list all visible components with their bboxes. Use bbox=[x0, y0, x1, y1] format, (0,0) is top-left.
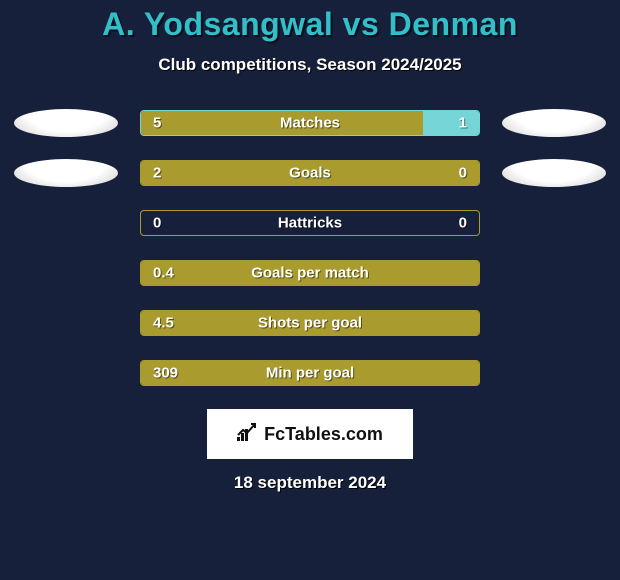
avatar-slot-left bbox=[10, 159, 122, 187]
subtitle: Club competitions, Season 2024/2025 bbox=[0, 55, 620, 75]
avatar-slot-left bbox=[10, 109, 122, 137]
stat-row: 2 0 Goals bbox=[0, 159, 620, 187]
comparison-infographic: A. Yodsangwal vs Denman Club competition… bbox=[0, 0, 620, 493]
brand-icon bbox=[237, 423, 259, 446]
stat-row: 5 1 Matches bbox=[0, 109, 620, 137]
stat-bar: 5 1 Matches bbox=[140, 110, 480, 136]
stat-bar: 0.4 Goals per match bbox=[140, 260, 480, 286]
stat-value-left: 4.5 bbox=[153, 315, 174, 332]
stat-label: Matches bbox=[280, 115, 340, 132]
player-avatar-left bbox=[14, 159, 118, 187]
stat-value-right: 0 bbox=[459, 165, 467, 182]
stat-value-left: 0.4 bbox=[153, 265, 174, 282]
stat-value-left: 309 bbox=[153, 365, 178, 382]
stat-value-left: 2 bbox=[153, 165, 161, 182]
player-avatar-right bbox=[502, 159, 606, 187]
stat-bar: 309 Min per goal bbox=[140, 360, 480, 386]
date-label: 18 september 2024 bbox=[0, 473, 620, 493]
stat-label: Hattricks bbox=[278, 215, 342, 232]
stat-rows: 5 1 Matches 2 0 Goals 0 0 Hattricks 0.4 Goals per … bbox=[0, 109, 620, 387]
stat-row: 0 0 Hattricks bbox=[0, 209, 620, 237]
stat-row: 0.4 Goals per match bbox=[0, 259, 620, 287]
stat-bar: 4.5 Shots per goal bbox=[140, 310, 480, 336]
avatar-slot-right bbox=[498, 159, 610, 187]
stat-label: Goals bbox=[289, 165, 331, 182]
brand-badge: FcTables.com bbox=[207, 409, 413, 459]
stat-value-right: 0 bbox=[459, 215, 467, 232]
stat-value-left: 0 bbox=[153, 215, 161, 232]
player-avatar-left bbox=[14, 109, 118, 137]
stat-label: Shots per goal bbox=[258, 315, 362, 332]
stat-bar: 0 0 Hattricks bbox=[140, 210, 480, 236]
stat-row: 309 Min per goal bbox=[0, 359, 620, 387]
stat-label: Goals per match bbox=[251, 265, 369, 282]
brand-text: FcTables.com bbox=[264, 424, 383, 445]
stat-value-right: 1 bbox=[459, 115, 467, 132]
page-title: A. Yodsangwal vs Denman bbox=[0, 6, 620, 43]
stat-label: Min per goal bbox=[266, 365, 354, 382]
bar-fill-right bbox=[423, 111, 479, 135]
stat-bar: 2 0 Goals bbox=[140, 160, 480, 186]
stat-row: 4.5 Shots per goal bbox=[0, 309, 620, 337]
avatar-slot-right bbox=[498, 109, 610, 137]
stat-value-left: 5 bbox=[153, 115, 161, 132]
player-avatar-right bbox=[502, 109, 606, 137]
